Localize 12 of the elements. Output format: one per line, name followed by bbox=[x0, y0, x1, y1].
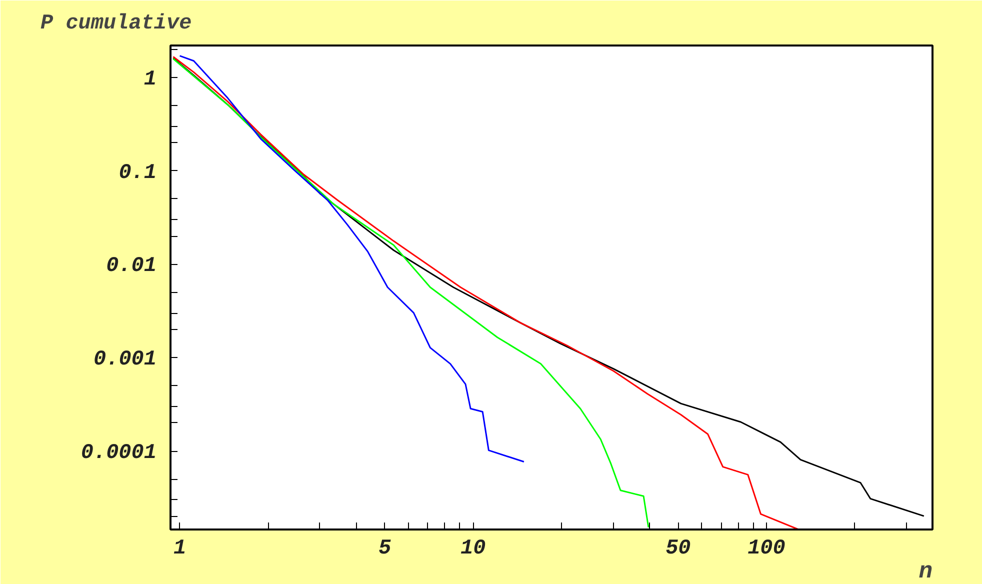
y-tick-label: 0.001 bbox=[93, 348, 157, 372]
x-tick-label: 5 bbox=[378, 538, 392, 560]
x-tick-label: 1 bbox=[173, 538, 186, 560]
y-tick-label: 1 bbox=[144, 68, 157, 92]
y-tick-label: 0.01 bbox=[106, 255, 157, 278]
y-axis-title: P cumulative bbox=[40, 12, 192, 36]
x-axis-title: n bbox=[918, 558, 933, 584]
x-tick-label: 50 bbox=[666, 538, 691, 560]
y-tick-label: 0.1 bbox=[118, 162, 157, 185]
x-tick-label: 10 bbox=[460, 538, 486, 560]
y-tick-label: 0.0001 bbox=[80, 442, 157, 466]
x-tick-label: 100 bbox=[748, 538, 786, 560]
